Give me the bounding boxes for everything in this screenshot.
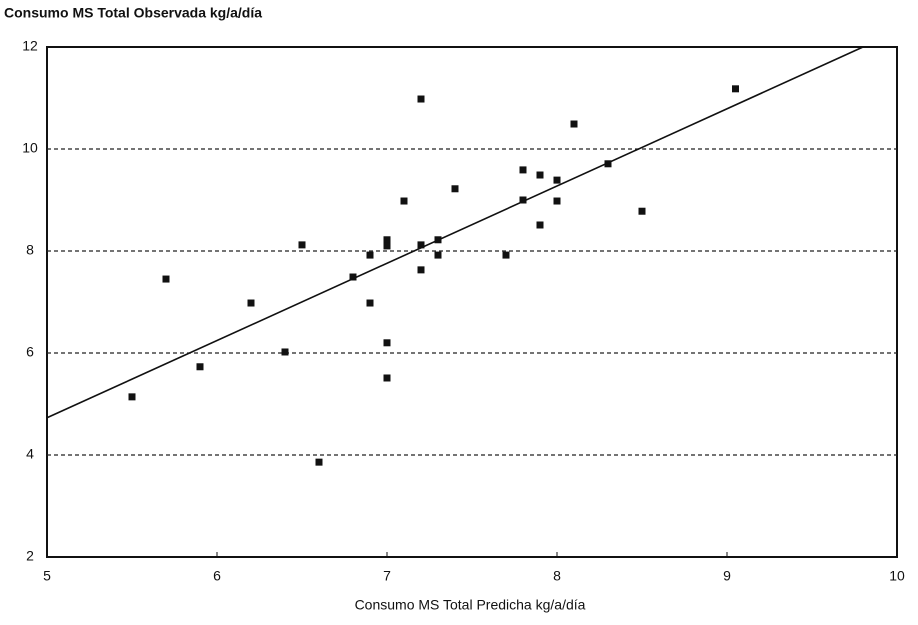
point: [315, 458, 323, 466]
y-tick-label: 2: [26, 548, 34, 564]
x-tick-label: 6: [213, 568, 221, 584]
y-tick-label: 8: [26, 242, 34, 258]
x-tick-label: 8: [553, 568, 561, 584]
point: [519, 196, 527, 204]
point: [638, 207, 646, 215]
point: [536, 221, 544, 229]
point: [417, 241, 425, 249]
point: [383, 242, 391, 250]
point: [383, 339, 391, 347]
point: [451, 185, 459, 193]
point: [417, 266, 425, 274]
point: [417, 95, 425, 103]
point: [400, 197, 408, 205]
x-tick-label: 9: [723, 568, 731, 584]
point: [553, 176, 561, 184]
point: [366, 299, 374, 307]
point: [349, 273, 357, 281]
point: [247, 299, 255, 307]
point: [434, 251, 442, 259]
plot-frame: [46, 46, 898, 558]
x-axis-label: Consumo MS Total Predicha kg/a/día: [355, 597, 586, 613]
point: [383, 374, 391, 382]
point: [162, 275, 170, 283]
y-tick-label: 6: [26, 344, 34, 360]
y-tick-label: 10: [22, 140, 38, 156]
point: [128, 393, 136, 401]
x-tick-label: 10: [889, 568, 905, 584]
point: [298, 241, 306, 249]
y-tick-label: 4: [26, 446, 34, 462]
point: [281, 348, 289, 356]
x-tick-label: 7: [383, 568, 391, 584]
y-tick-label: 12: [22, 38, 38, 54]
point: [536, 171, 544, 179]
point: [383, 236, 391, 244]
point: [196, 363, 204, 371]
point: [732, 85, 739, 93]
point: [553, 197, 561, 205]
point: [366, 251, 374, 259]
point: [502, 251, 510, 259]
fit-line: [46, 46, 864, 419]
chart-title: Consumo MS Total Observada kg/a/día: [4, 5, 262, 21]
point: [519, 166, 527, 174]
point: [604, 160, 612, 168]
x-tick-label: 5: [43, 568, 51, 584]
point: [570, 120, 578, 128]
